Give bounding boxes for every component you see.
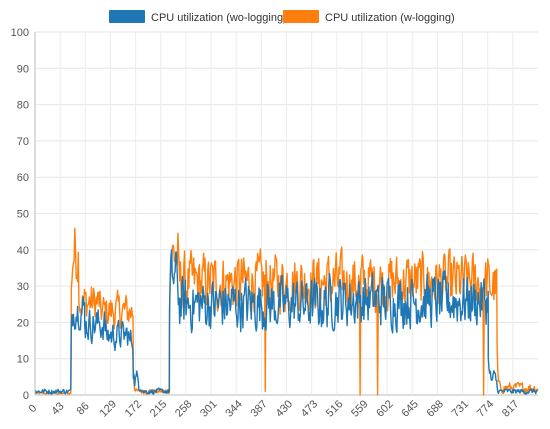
x-tick-label: 215 (148, 398, 169, 419)
chart-legend: CPU utilization (wo-logging) CPU utiliza… (109, 10, 455, 24)
y-tick-label: 100 (11, 27, 29, 39)
x-tick-label: 602 (374, 398, 395, 419)
y-tick-label: 60 (17, 172, 29, 184)
legend-label-w-logging: CPU utilization (w-logging) (325, 12, 455, 24)
x-tick-label: 129 (98, 398, 119, 419)
y-tick-label: 30 (17, 281, 29, 293)
x-tick-label: 430 (274, 398, 295, 419)
x-tick-label: 559 (349, 398, 370, 419)
y-tick-label: 80 (17, 100, 29, 112)
x-tick-label: 516 (324, 398, 345, 419)
legend-label-wo-logging: CPU utilization (wo-logging) (151, 12, 287, 24)
x-tick-label: 731 (450, 398, 471, 419)
y-tick-label: 10 (17, 354, 29, 366)
x-tick-label: 473 (299, 398, 320, 419)
x-tick-label: 344 (223, 398, 244, 419)
x-tick-label: 43 (49, 400, 66, 417)
y-tick-label: 50 (17, 209, 29, 221)
x-tick-label: 0 (26, 402, 39, 415)
x-tick-label: 645 (399, 398, 420, 419)
x-tick-label: 301 (198, 398, 219, 419)
chart-grid (34, 31, 538, 396)
x-tick-label: 817 (500, 398, 521, 419)
y-tick-label: 40 (17, 245, 29, 257)
y-tick-label: 20 (17, 317, 29, 329)
x-tick-label: 688 (425, 398, 446, 419)
x-tick-label: 774 (475, 398, 496, 419)
series-layer (34, 227, 539, 396)
x-tick-label: 258 (173, 398, 194, 419)
x-tick-label: 172 (123, 398, 144, 419)
y-tick-label: 70 (17, 136, 29, 148)
y-tick-label: 0 (23, 390, 29, 402)
x-tick-label: 387 (248, 398, 269, 419)
legend-swatch-wo-logging (109, 10, 145, 23)
x-tick-label: 86 (75, 400, 92, 417)
series-line-wo-logging (34, 249, 538, 395)
legend-swatch-w-logging (283, 10, 319, 23)
y-tick-label: 90 (17, 63, 29, 75)
